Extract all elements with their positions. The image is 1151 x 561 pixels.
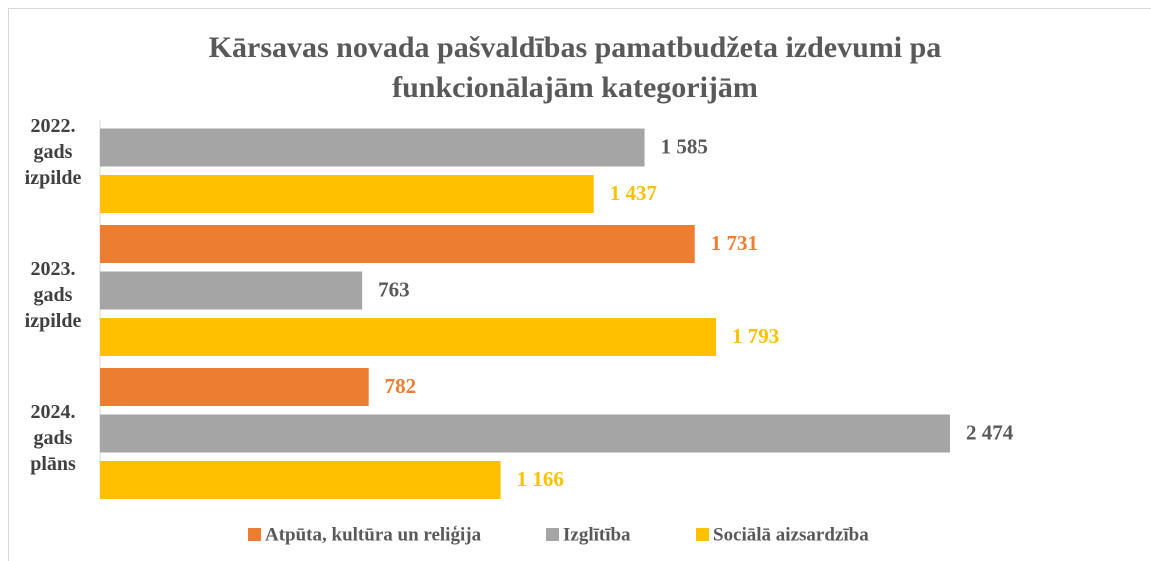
value-label: 1 166 — [517, 467, 564, 491]
legend-label: Sociālā aizsardzība — [713, 524, 869, 545]
category-label: 2022. gads izpilde — [24, 115, 82, 189]
category-label: 2023. gads izpilde — [24, 258, 82, 332]
category-label: 2024. gads plāns — [30, 401, 76, 475]
bar — [100, 271, 363, 310]
value-label: 1 793 — [732, 324, 779, 348]
legend-swatch — [248, 528, 261, 541]
legend-label: Izglītība — [563, 524, 631, 545]
bar — [100, 225, 695, 263]
bar — [100, 368, 369, 406]
chart-title: Kārsavas novada pašvaldības pamatbudžeta… — [209, 31, 942, 104]
legend-label: Atpūta, kultūra un reliģija — [265, 524, 482, 545]
bar — [100, 414, 950, 453]
value-label: 1 731 — [711, 231, 758, 255]
legend-swatch — [546, 528, 559, 541]
legend-swatch — [696, 528, 709, 541]
bar — [100, 175, 594, 213]
value-label: 782 — [385, 374, 417, 398]
value-label: 1 437 — [610, 181, 657, 205]
bar — [100, 318, 717, 356]
bar — [100, 128, 645, 167]
value-label: 763 — [378, 277, 410, 301]
chart-border — [8, 8, 1151, 561]
bar — [100, 461, 501, 499]
value-label: 2 474 — [966, 420, 1014, 444]
value-label: 1 585 — [661, 134, 708, 158]
